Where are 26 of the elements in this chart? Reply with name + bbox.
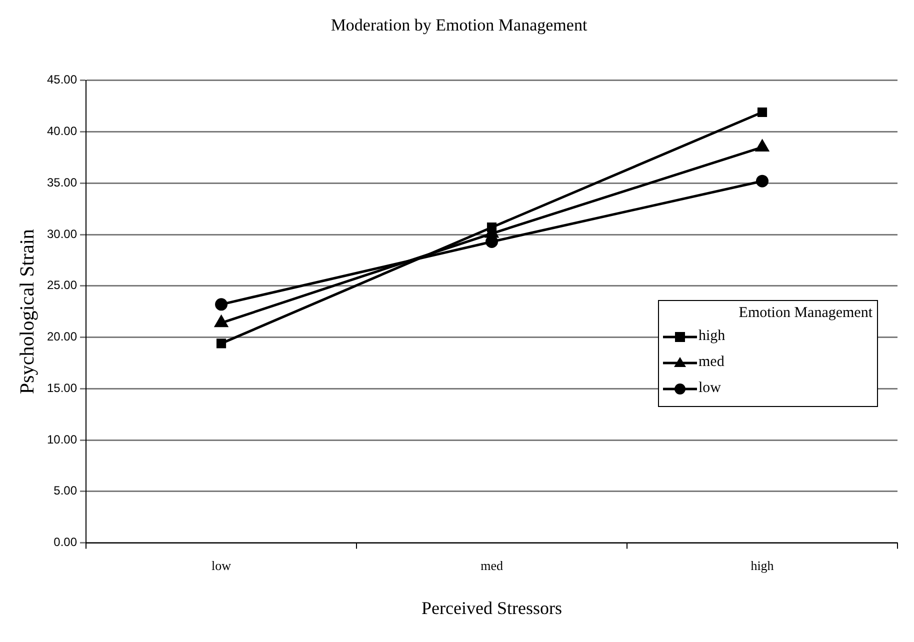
y-tick-label: 10.00 xyxy=(47,432,78,446)
point xyxy=(757,107,768,118)
y-tick-label: 15.00 xyxy=(47,380,78,395)
point xyxy=(756,174,769,188)
point xyxy=(216,338,226,348)
y-tick-label: 30.00 xyxy=(47,226,78,241)
x-tick-label: high xyxy=(750,558,774,574)
y-axis-title: Psychological Strain xyxy=(16,229,38,394)
y-tick-label: 45.00 xyxy=(47,72,78,87)
x-tick-label: low xyxy=(212,558,232,574)
legend-label: low xyxy=(698,380,721,398)
y-tick-label: 0.00 xyxy=(54,535,78,550)
point xyxy=(486,222,497,232)
point xyxy=(214,316,228,328)
legend-title: Emotion Management xyxy=(738,304,872,322)
legend-label: med xyxy=(698,354,724,372)
y-tick-label: 25.00 xyxy=(47,278,78,292)
y-tick-label: 40.00 xyxy=(47,124,78,138)
y-tick-label: 20.00 xyxy=(47,330,78,344)
legend-label: high xyxy=(698,328,726,346)
x-tick-label: med xyxy=(480,558,504,574)
y-tick-label: 5.00 xyxy=(54,484,78,498)
point xyxy=(215,298,228,311)
y-tick-label: 35.00 xyxy=(47,175,78,190)
x-axis-title: Perceived Stressors xyxy=(422,598,562,618)
chart-title: Moderation by Emotion Management xyxy=(330,16,588,35)
